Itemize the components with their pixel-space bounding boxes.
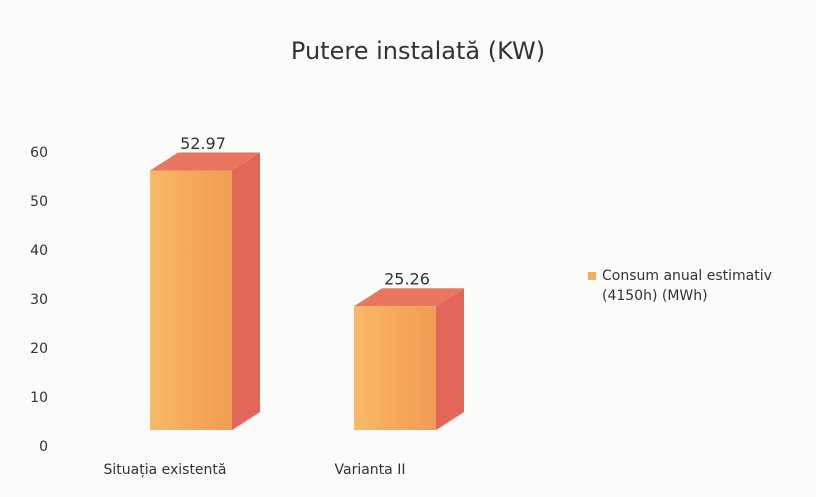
legend: Consum anual estimativ (4150h) (MWh) bbox=[588, 266, 813, 306]
data-label: 25.26 bbox=[384, 270, 430, 289]
bar-side bbox=[436, 288, 464, 430]
bar-top bbox=[150, 152, 260, 171]
x-tick-label: Situația existentă bbox=[103, 462, 226, 478]
y-tick-label: 50 bbox=[30, 194, 48, 210]
y-tick-label: 30 bbox=[30, 292, 48, 308]
y-tick-label: 40 bbox=[30, 243, 48, 259]
bar-front bbox=[354, 306, 436, 430]
y-tick-label: 10 bbox=[30, 390, 48, 406]
legend-swatch bbox=[588, 272, 596, 280]
y-tick-label: 0 bbox=[39, 439, 48, 455]
bar-side bbox=[232, 152, 260, 430]
y-tick-label: 60 bbox=[30, 145, 48, 161]
chart-title: Putere instalată (KW) bbox=[291, 37, 545, 65]
data-label: 52.97 bbox=[180, 134, 226, 153]
bar bbox=[150, 152, 260, 430]
bar-front bbox=[150, 170, 232, 430]
y-tick-label: 20 bbox=[30, 341, 48, 357]
legend-label: Consum anual estimativ (4150h) (MWh) bbox=[602, 268, 772, 304]
bar-top bbox=[354, 288, 464, 307]
bar bbox=[354, 288, 464, 430]
x-tick-label: Varianta II bbox=[335, 462, 406, 478]
